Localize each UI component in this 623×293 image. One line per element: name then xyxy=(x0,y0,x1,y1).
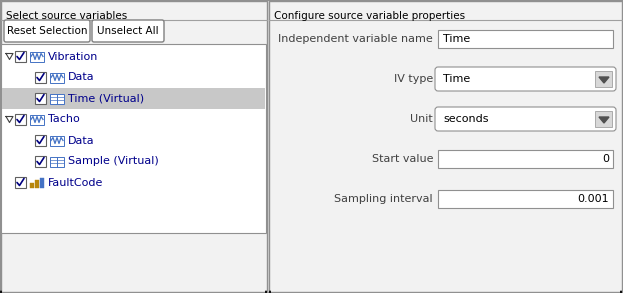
Text: Time: Time xyxy=(443,74,470,84)
Bar xyxy=(30,115,44,125)
Bar xyxy=(595,71,612,87)
Bar xyxy=(15,177,26,188)
Text: Unselect All: Unselect All xyxy=(97,26,159,36)
Bar xyxy=(2,88,265,109)
Polygon shape xyxy=(599,117,609,123)
Bar xyxy=(35,180,39,188)
FancyBboxPatch shape xyxy=(4,20,90,42)
Bar xyxy=(35,135,46,146)
Bar xyxy=(50,156,64,166)
Text: seconds: seconds xyxy=(443,114,488,124)
Bar xyxy=(30,183,34,188)
Text: FaultCode: FaultCode xyxy=(48,178,103,188)
Text: Unit: Unit xyxy=(411,114,433,124)
Bar xyxy=(40,178,44,188)
FancyBboxPatch shape xyxy=(435,67,616,91)
Text: Time: Time xyxy=(443,34,470,44)
Bar xyxy=(35,72,46,83)
Bar xyxy=(1,44,266,233)
Bar xyxy=(50,93,64,103)
Text: Data: Data xyxy=(68,72,95,83)
Text: Vibration: Vibration xyxy=(48,52,98,62)
Text: Start value: Start value xyxy=(371,154,433,164)
Text: Configure source variable properties: Configure source variable properties xyxy=(274,11,465,21)
Text: Independent variable name: Independent variable name xyxy=(278,34,433,44)
Text: Data: Data xyxy=(68,135,95,146)
Bar xyxy=(438,190,613,208)
Bar xyxy=(595,111,612,127)
Bar xyxy=(50,135,64,146)
Text: Sample (Virtual): Sample (Virtual) xyxy=(68,156,159,166)
Bar xyxy=(438,150,613,168)
Text: IV type: IV type xyxy=(394,74,433,84)
Text: 0.001: 0.001 xyxy=(578,194,609,204)
FancyBboxPatch shape xyxy=(92,20,164,42)
Text: Tacho: Tacho xyxy=(48,115,80,125)
Bar xyxy=(50,72,64,83)
Bar xyxy=(438,30,613,48)
Bar xyxy=(35,93,46,104)
Bar xyxy=(15,114,26,125)
Bar xyxy=(1,1,267,292)
Text: Sampling interval: Sampling interval xyxy=(335,194,433,204)
Bar xyxy=(35,156,46,167)
Bar xyxy=(30,52,44,62)
Text: Reset Selection: Reset Selection xyxy=(7,26,87,36)
Text: Select source variables: Select source variables xyxy=(6,11,127,21)
Text: Time (Virtual): Time (Virtual) xyxy=(68,93,144,103)
Text: 0: 0 xyxy=(602,154,609,164)
Bar xyxy=(15,51,26,62)
Bar xyxy=(269,1,622,292)
Polygon shape xyxy=(599,77,609,83)
FancyBboxPatch shape xyxy=(435,107,616,131)
